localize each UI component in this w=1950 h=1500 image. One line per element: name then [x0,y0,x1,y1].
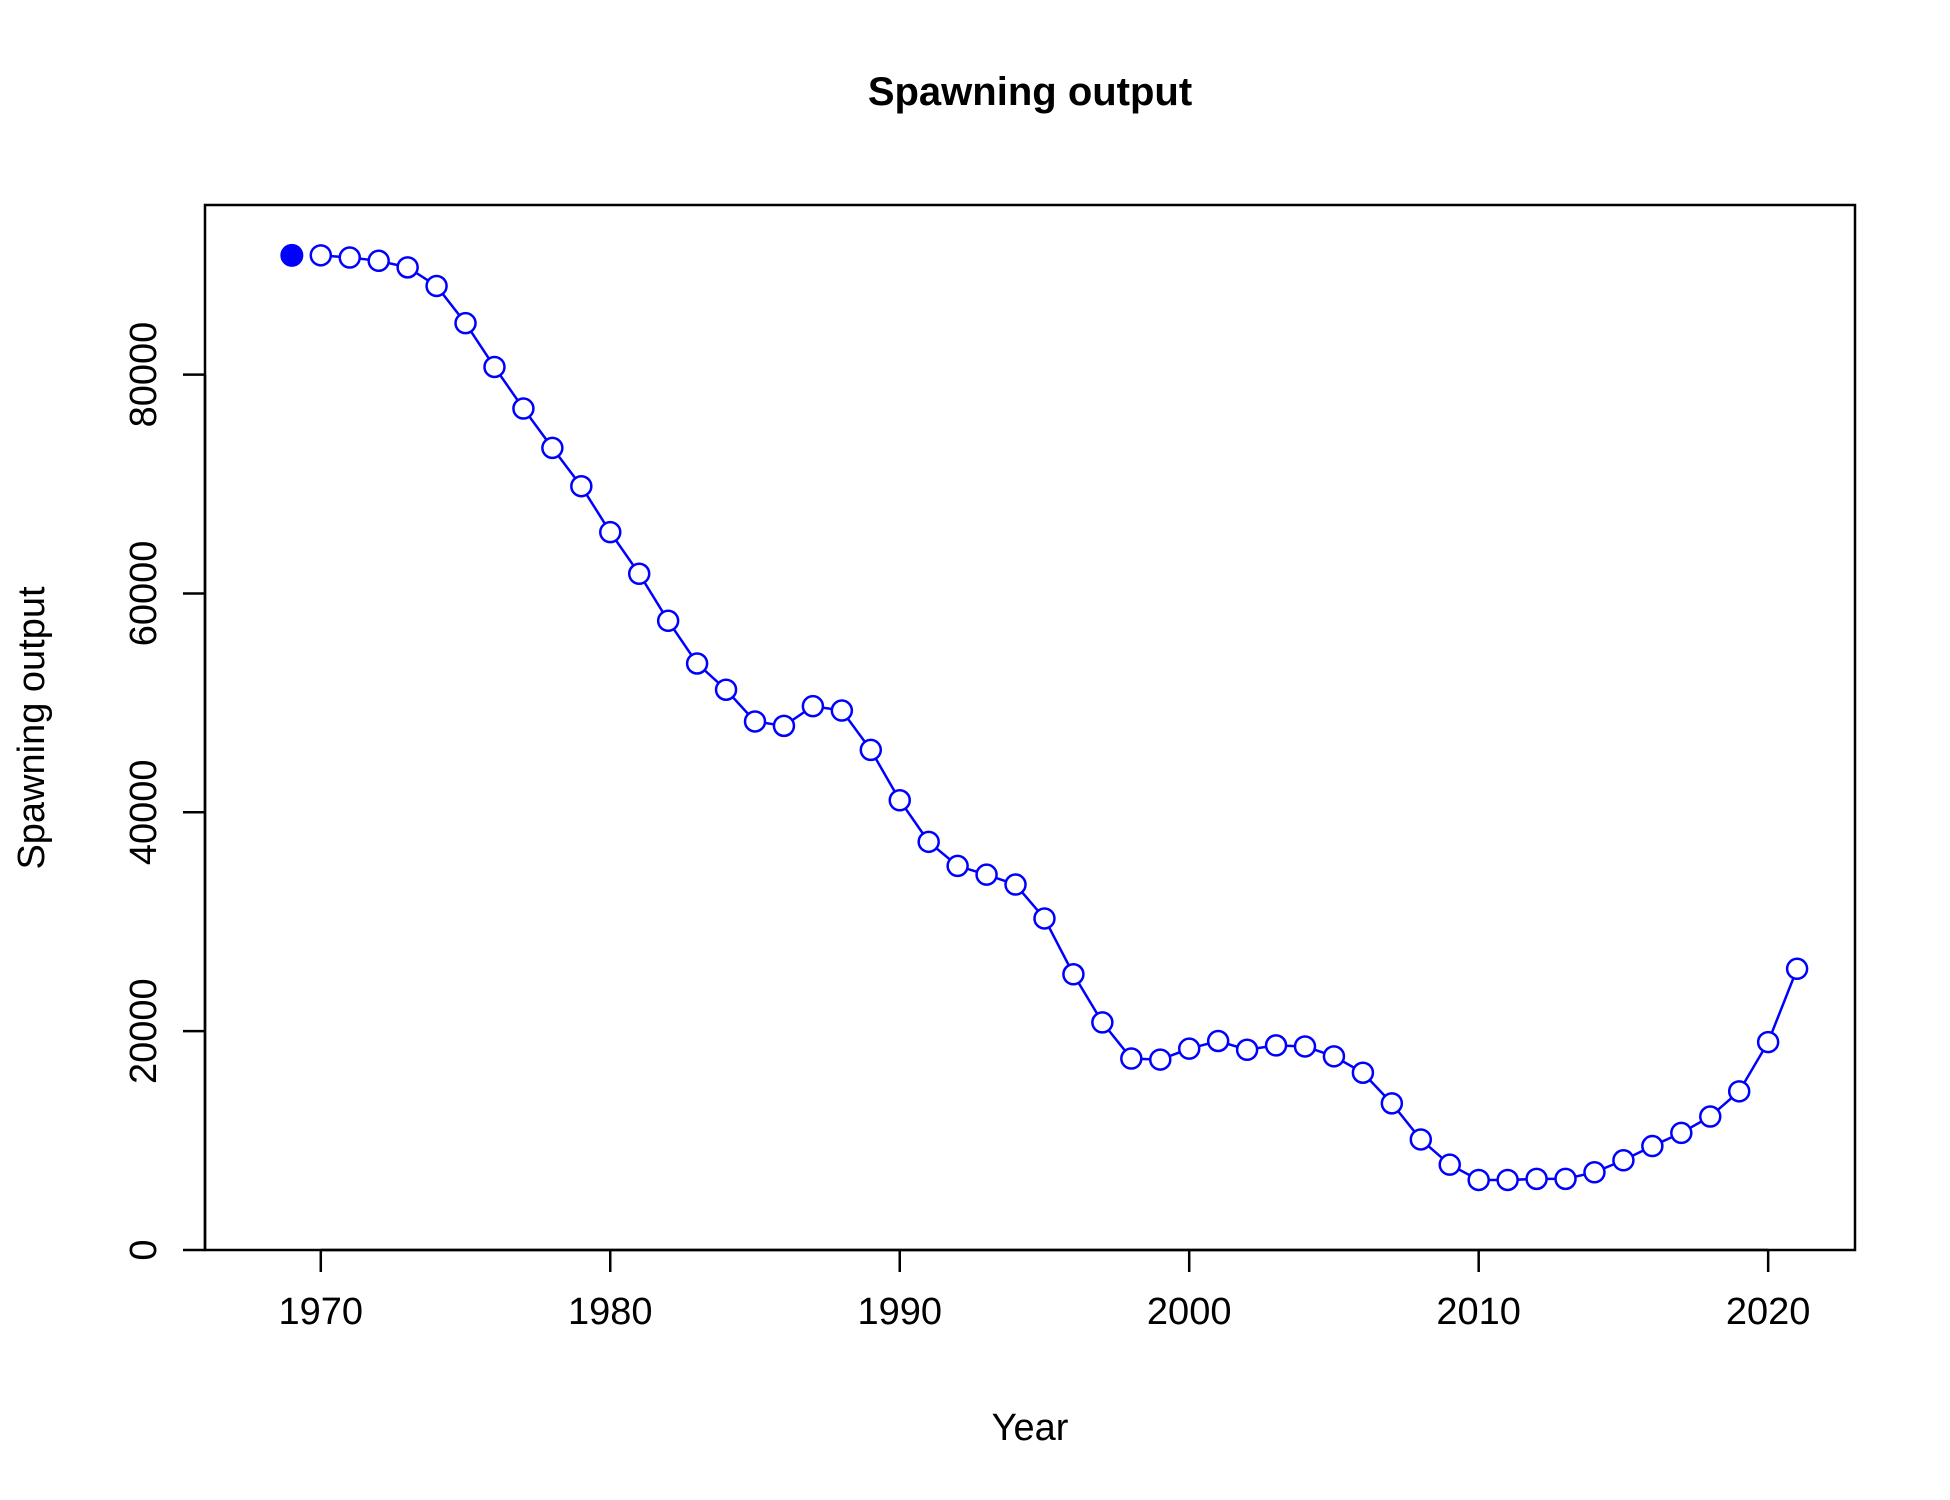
data-point [1641,1134,1664,1158]
data-point [946,854,969,878]
series-line [320,254,1799,1182]
data-point [685,652,709,675]
x-tick-label: 2020 [1726,1291,1811,1333]
data-point [1496,1168,1519,1192]
data-point [1004,873,1027,896]
series-layer [280,243,1809,1192]
y-tick-label: 60000 [123,541,165,647]
data-point [1293,1035,1317,1058]
data-point [512,397,535,420]
x-axis: 1970 1980 1990 2000 2010 2020 [279,1248,1811,1333]
x-tick-label: 2010 [1436,1291,1521,1333]
initial-point [280,243,304,267]
data-point [772,714,796,738]
data-point [1612,1149,1635,1172]
data-point [830,699,854,722]
data-point [338,246,361,269]
data-point [1699,1105,1722,1128]
data-point [483,355,506,379]
data-point [1033,907,1056,930]
data-point [1409,1128,1433,1151]
y-tick-label: 40000 [123,759,165,865]
y-axis-label: Spawning output [11,586,53,870]
x-tick-label: 1990 [857,1291,942,1333]
x-tick-label: 2000 [1147,1291,1232,1333]
data-point [309,244,333,267]
x-axis-label: Year [992,1407,1069,1449]
data-point [714,678,738,701]
y-tick-label: 20000 [123,978,165,1084]
data-point [1351,1061,1375,1084]
data-point [1438,1153,1461,1176]
plot-frame [203,203,1857,1252]
x-tick-label: 1970 [279,1291,364,1333]
data-point [801,694,825,718]
y-tick-label: 0 [123,1239,165,1260]
data-point [1235,1038,1259,1062]
data-point [1554,1167,1577,1191]
data-point [1785,957,1809,981]
data-point [859,738,883,762]
data-point [1206,1029,1230,1053]
data-point [1670,1121,1693,1145]
data-point [1149,1048,1172,1071]
chart-title: Spawning output [868,70,1192,114]
data-point [1525,1167,1548,1191]
data-point [1756,1030,1780,1054]
data-point [1380,1092,1404,1115]
data-point [1177,1037,1201,1060]
data-point [425,274,448,298]
data-point [888,789,911,812]
data-point [367,249,390,273]
data-point [570,474,593,498]
data-point [541,436,564,460]
data-point [627,562,651,586]
y-axis: 0 20000 40000 60000 80000 [123,322,207,1261]
data-point [396,256,419,279]
data-point [917,830,940,854]
data-point [975,863,998,886]
data-point [599,520,622,544]
data-point [1583,1161,1606,1184]
y-tick-label: 80000 [123,322,165,428]
data-point [1322,1045,1346,1068]
data-point [1467,1168,1490,1192]
data-point [1727,1080,1751,1103]
data-point [1062,963,1085,986]
data-point [743,710,767,733]
data-point [1264,1034,1288,1057]
x-tick-label: 1980 [568,1291,653,1333]
data-point [656,609,680,633]
data-point [454,311,477,335]
data-point [1120,1047,1143,1070]
data-point [1091,1011,1114,1034]
